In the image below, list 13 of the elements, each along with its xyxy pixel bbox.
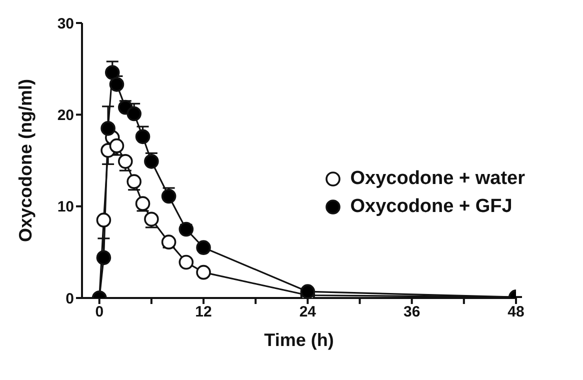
y-tick-label: 20 [57,106,74,124]
legend-label: Oxycodone + water [350,168,525,190]
y-tick-label: 30 [57,15,74,32]
x-tick-label: 24 [299,304,317,321]
x-tick-label: 48 [508,304,524,321]
legend-label: Oxycodone + GFJ [350,196,512,218]
x-tick-label: 36 [403,304,420,321]
x-tick-label: 12 [195,304,212,321]
x-tick-label: 0 [95,304,104,321]
y-tick-label: 0 [66,290,74,308]
x-axis-title: Time (h) [264,330,334,350]
y-axis-title: Oxycodone (ng/ml) [15,78,36,242]
y-tick-label: 10 [57,198,74,216]
